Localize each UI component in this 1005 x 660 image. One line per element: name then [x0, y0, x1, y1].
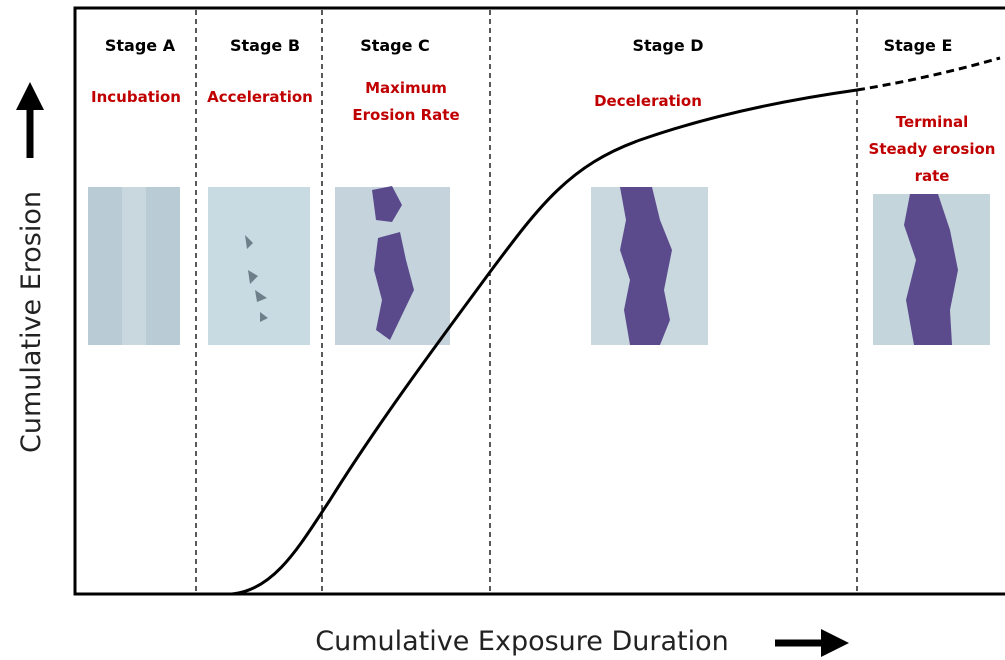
y-axis-label: Cumulative Erosion [16, 191, 47, 453]
sample-image [208, 187, 310, 345]
stage-name: Stage C [360, 36, 430, 55]
stage-name: Stage B [230, 36, 300, 55]
sample-images [88, 186, 990, 345]
stage-description: Incubation [91, 88, 181, 106]
sample-pits [245, 235, 268, 322]
erosion-curve [200, 88, 858, 596]
stage-description: Acceleration [207, 88, 313, 106]
sample-erosion [904, 194, 958, 345]
stage-name: Stage D [632, 36, 703, 55]
stage-description: Terminal [896, 113, 969, 131]
stage-name: Stage A [105, 36, 176, 55]
plot-frame [73, 6, 1005, 596]
stage-name: Stage E [884, 36, 953, 55]
stage-description: Maximum [365, 79, 447, 97]
sample-image-streak [122, 187, 146, 345]
stage-description: rate [915, 167, 950, 185]
stage-description: Steady erosion [869, 140, 996, 158]
stage-description: Erosion Rate [352, 106, 459, 124]
x-axis-label: Cumulative Exposure Duration [315, 626, 729, 657]
stage-description: Deceleration [594, 92, 702, 110]
erosion-curve-extrapolated [856, 56, 1001, 92]
sample-erosion [620, 187, 672, 345]
sample-erosion [372, 186, 414, 340]
